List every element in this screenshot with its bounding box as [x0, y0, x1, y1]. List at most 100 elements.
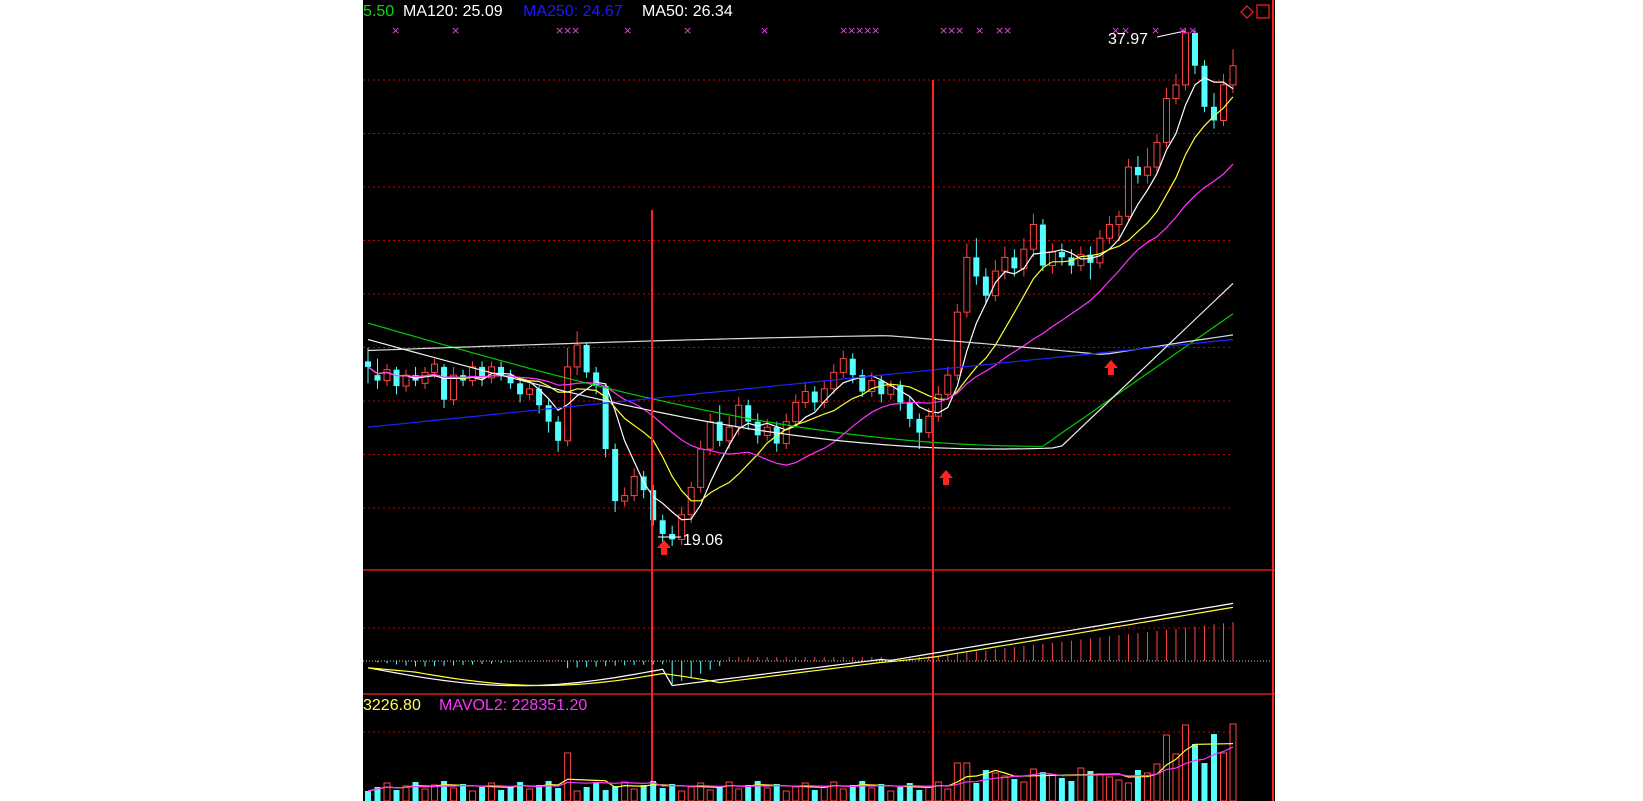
volume-bar	[925, 785, 933, 801]
candle-body	[1229, 65, 1237, 86]
candle	[706, 413, 714, 455]
volume-bar	[1229, 723, 1237, 801]
candle-body	[934, 393, 942, 417]
candle-body	[1181, 32, 1189, 86]
volume-bar	[593, 783, 600, 801]
candle-body	[1172, 84, 1180, 100]
candle	[421, 366, 429, 389]
volume-bar	[1058, 778, 1065, 801]
candle-body	[441, 366, 448, 400]
candle	[916, 413, 923, 450]
candle-body	[602, 386, 609, 450]
candle-body	[944, 374, 952, 395]
candle	[1039, 219, 1046, 272]
candle-body	[963, 256, 971, 313]
volume-bar	[507, 786, 514, 801]
candle	[725, 416, 733, 450]
volume-bar	[801, 782, 809, 801]
volume-bar	[669, 784, 676, 801]
candle-body	[450, 374, 458, 401]
ma120-line	[367, 282, 1234, 450]
candle-body	[916, 418, 923, 433]
candle-body	[431, 363, 439, 373]
volume-bar	[583, 787, 590, 801]
candle	[583, 342, 590, 378]
signal-marker: ×	[847, 24, 856, 37]
ma20-line	[367, 163, 1234, 466]
signal-marker: ×	[871, 24, 880, 37]
candle-body	[374, 375, 381, 381]
candle	[934, 386, 942, 422]
stock-chart-panel: × × × × × × × × × × × × × × × × × × × × × × × × 5.50 MA120: 25.…	[363, 0, 1275, 801]
volume-bar	[573, 790, 581, 801]
candle	[963, 243, 971, 318]
candle	[555, 416, 562, 452]
candle	[1020, 238, 1028, 277]
candle-body	[507, 375, 514, 384]
volume-bar	[555, 788, 562, 801]
volume-bar	[839, 788, 847, 801]
candle-body	[1077, 254, 1085, 267]
candle	[545, 399, 552, 433]
candle	[1201, 60, 1208, 113]
signal-marker: ×	[555, 24, 564, 37]
volume-bar	[1087, 771, 1094, 801]
candle	[782, 413, 790, 450]
volume-bar	[1134, 770, 1141, 801]
ma-gray-line	[367, 334, 1234, 355]
candle-body	[1162, 98, 1170, 143]
candle	[887, 380, 895, 400]
candle	[716, 405, 723, 447]
high-marker-line	[1156, 30, 1186, 38]
volume-bar	[782, 790, 790, 801]
candle	[536, 386, 543, 414]
low-price-label: 19.06	[683, 532, 724, 549]
candle-body	[630, 475, 638, 497]
legend-mavol1: 3226.80	[363, 697, 421, 714]
candle	[573, 331, 581, 376]
buy-arrow	[1104, 360, 1118, 375]
candle-body	[1210, 106, 1217, 121]
volume-bar	[1153, 763, 1161, 801]
candle	[1191, 30, 1198, 74]
legend-ma50: MA50: 26.34	[642, 3, 733, 20]
candle-body	[536, 388, 543, 406]
candle	[602, 383, 609, 458]
volume-bar	[934, 781, 942, 801]
candle	[517, 377, 524, 403]
candle	[1153, 134, 1161, 173]
volume-bar	[1020, 781, 1028, 801]
candle-body	[973, 257, 980, 277]
moving-average-lines	[367, 77, 1234, 521]
volume-bar	[498, 790, 505, 801]
candle-body	[659, 520, 666, 534]
volume-bar	[602, 790, 609, 801]
volume-bar	[868, 787, 876, 801]
volume-bar	[374, 787, 381, 801]
candle-body	[925, 415, 933, 434]
volume-bar	[1077, 767, 1085, 801]
candle-body	[782, 421, 790, 445]
candle	[650, 484, 657, 526]
candle	[593, 366, 600, 395]
candle-body	[1219, 84, 1227, 121]
signal-marker: ×	[1111, 24, 1120, 37]
volume-bar	[479, 787, 486, 801]
volume-bar	[431, 784, 439, 801]
candle-body	[526, 388, 534, 395]
candle	[678, 506, 686, 545]
volume-bar	[640, 785, 647, 801]
candle-body	[982, 276, 989, 296]
volume-bar	[1068, 781, 1075, 801]
window-icon	[1256, 4, 1270, 19]
legend-ma250: MA250: 24.67	[523, 3, 623, 20]
candle-body	[953, 311, 961, 376]
volume-bar	[526, 788, 534, 801]
signal-marker: ×	[1121, 24, 1130, 37]
candle-body	[725, 426, 733, 442]
candle-body	[849, 358, 856, 376]
volume-bar	[1124, 782, 1132, 801]
candle-body	[593, 372, 600, 387]
signal-marker: ×	[1003, 24, 1012, 37]
candle-body	[383, 369, 391, 382]
